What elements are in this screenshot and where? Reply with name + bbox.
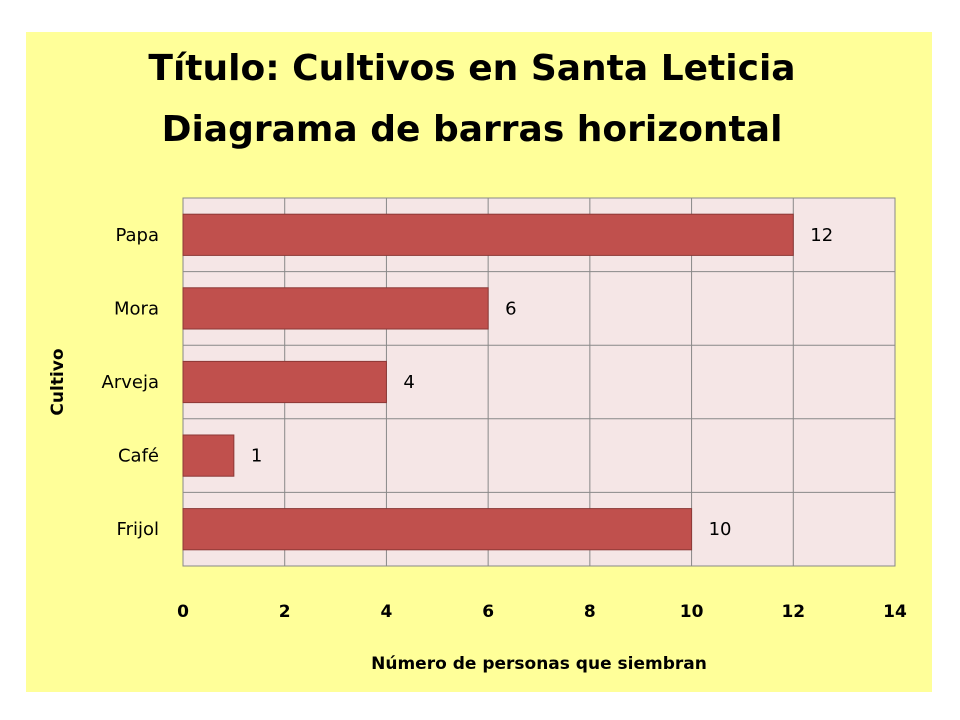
x-tick-label-5: 10 bbox=[680, 602, 704, 622]
bar-0 bbox=[182, 213, 794, 256]
x-tick-label-0: 0 bbox=[177, 602, 189, 622]
category-label-3: Café bbox=[118, 446, 159, 467]
bar-4 bbox=[182, 508, 693, 551]
bar-2 bbox=[182, 360, 387, 404]
category-label-0: Papa bbox=[115, 225, 159, 246]
category-label-2: Arveja bbox=[102, 372, 159, 393]
gridlines bbox=[182, 197, 896, 567]
data-label-1: 6 bbox=[505, 298, 516, 319]
labels: Papa 12 Mora 6 Arveja 4 Café 1 Frijol 10 0 2 4 6 8 10 12… bbox=[102, 225, 907, 622]
x-tick-label-6: 12 bbox=[781, 602, 805, 622]
bar-3 bbox=[182, 434, 235, 477]
data-label-2: 4 bbox=[403, 372, 414, 393]
bar-chart: Título: Cultivos en Santa Leticia Diagra… bbox=[48, 48, 907, 674]
chart-title-line-2: Diagrama de barras horizontal bbox=[162, 109, 783, 150]
data-label-4: 10 bbox=[709, 519, 732, 540]
chart-card: Título: Cultivos en Santa Leticia Diagra… bbox=[26, 32, 932, 692]
x-tick-label-2: 4 bbox=[381, 602, 393, 622]
x-tick-label-4: 8 bbox=[584, 602, 596, 622]
category-label-4: Frijol bbox=[117, 519, 159, 540]
x-axis-title: Número de personas que siembran bbox=[371, 654, 707, 674]
data-label-3: 1 bbox=[251, 446, 262, 467]
x-tick-label-1: 2 bbox=[279, 602, 291, 622]
chart-title-line-1: Título: Cultivos en Santa Leticia bbox=[148, 48, 795, 89]
category-label-1: Mora bbox=[114, 298, 159, 319]
x-tick-label-3: 6 bbox=[482, 602, 494, 622]
y-axis-title: Cultivo bbox=[48, 348, 68, 415]
x-tick-label-7: 14 bbox=[883, 602, 907, 622]
bar-1 bbox=[182, 287, 489, 330]
bars bbox=[182, 213, 794, 551]
data-label-0: 12 bbox=[810, 225, 833, 246]
